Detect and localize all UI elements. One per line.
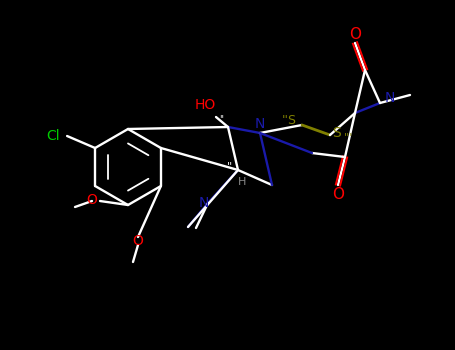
Text: H: H xyxy=(238,177,246,187)
Text: '': '' xyxy=(219,114,224,124)
Text: ''': ''' xyxy=(344,132,354,142)
Text: O: O xyxy=(332,187,344,202)
Text: Cl: Cl xyxy=(46,129,60,143)
Text: O: O xyxy=(349,27,361,42)
Text: ": " xyxy=(228,161,233,171)
Text: HO: HO xyxy=(194,98,216,112)
Text: O: O xyxy=(86,193,97,207)
Text: N: N xyxy=(199,196,209,210)
Text: S: S xyxy=(332,126,341,140)
Text: ''S: ''S xyxy=(282,113,297,126)
Text: N: N xyxy=(255,117,265,131)
Text: O: O xyxy=(132,234,143,248)
Text: N: N xyxy=(385,91,395,105)
